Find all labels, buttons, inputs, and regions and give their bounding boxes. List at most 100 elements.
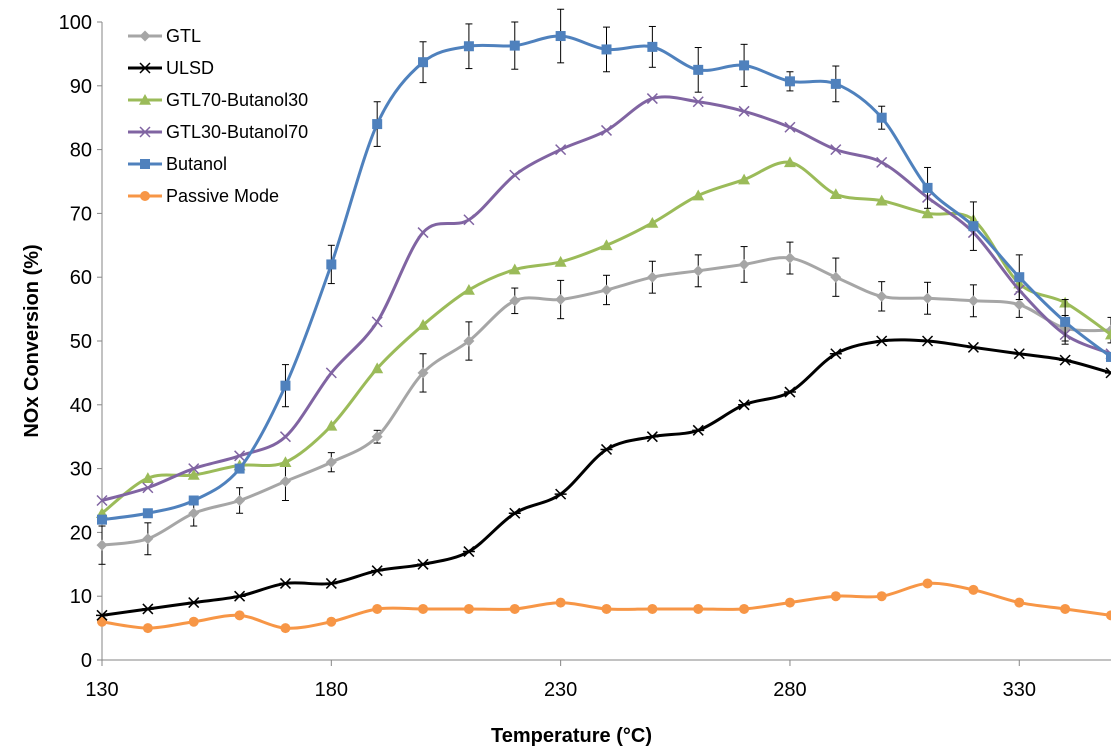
data-point <box>141 472 154 483</box>
y-tick-label: 50 <box>70 331 92 353</box>
data-point <box>876 290 888 302</box>
data-point <box>784 252 796 264</box>
series-passive-mode <box>97 578 1111 634</box>
data-point <box>508 507 521 519</box>
data-point <box>372 119 383 130</box>
data-point <box>601 44 612 55</box>
data-point <box>830 78 841 89</box>
data-point <box>922 182 933 193</box>
data-point <box>325 419 338 431</box>
data-point <box>509 295 521 307</box>
data-point <box>968 221 979 232</box>
data-point <box>279 475 291 487</box>
data-point <box>1014 597 1025 608</box>
data-point <box>463 214 475 226</box>
legend-label: GTL30-Butanol70 <box>166 122 308 142</box>
y-tick-label: 10 <box>70 586 92 608</box>
series-group <box>96 8 1111 634</box>
data-point <box>372 603 383 614</box>
legend-label: GTL70-Butanol30 <box>166 90 308 110</box>
data-point <box>418 603 429 614</box>
data-point <box>1014 272 1025 283</box>
data-point <box>784 76 795 87</box>
data-point <box>463 41 474 52</box>
data-point <box>187 468 200 480</box>
data-point <box>876 156 888 168</box>
axes: 0 10 20 30 40 50 60 70 80 90 100 130 180 230 280 330 <box>59 12 1111 701</box>
x-axis-title: Temperature (°C) <box>491 725 652 747</box>
series-gtl <box>96 241 1111 565</box>
series-line-ulsd <box>101 338 1111 617</box>
data-point <box>325 456 337 468</box>
data-point <box>783 156 796 168</box>
data-point <box>600 443 613 455</box>
data-point <box>233 590 246 602</box>
data-point <box>371 565 384 577</box>
data-point <box>875 194 888 206</box>
data-point <box>968 584 979 595</box>
legend-item-gtl70-butanol30: GTL70-Butanol30 <box>128 90 308 110</box>
data-point <box>601 284 612 296</box>
data-point <box>555 31 566 42</box>
y-tick-label: 40 <box>70 395 92 417</box>
data-point <box>371 431 383 443</box>
series-line-butanol <box>101 34 1111 522</box>
data-point <box>922 578 933 589</box>
data-point <box>187 597 200 609</box>
data-point <box>234 450 246 462</box>
data-point <box>417 367 429 379</box>
x-tick-label: 180 <box>315 679 348 701</box>
data-point <box>692 424 705 436</box>
legend-item-passive-mode: Passive Mode <box>128 186 279 206</box>
data-point <box>96 539 108 551</box>
legend-swatch-marker <box>139 30 151 42</box>
data-point <box>693 64 704 75</box>
y-tick-label: 0 <box>81 650 92 672</box>
data-point <box>921 207 934 219</box>
legend-item-butanol: Butanol <box>128 154 227 174</box>
data-point <box>96 494 108 507</box>
data-point <box>234 463 245 474</box>
data-point <box>1060 603 1071 614</box>
series-ulsd <box>96 335 1111 621</box>
data-point <box>509 40 520 51</box>
data-point <box>234 495 246 506</box>
data-point <box>325 577 338 589</box>
data-point <box>462 546 475 558</box>
y-tick-label: 30 <box>70 459 92 481</box>
data-point <box>738 399 751 411</box>
data-point <box>1106 351 1111 362</box>
data-point <box>1105 328 1111 340</box>
legend-swatch-marker <box>140 159 150 169</box>
data-point <box>830 144 842 156</box>
data-point <box>417 558 430 570</box>
data-point <box>830 591 841 602</box>
data-point <box>188 616 199 627</box>
data-point <box>646 216 659 228</box>
data-point <box>693 603 704 614</box>
data-point <box>555 144 567 156</box>
data-point <box>922 292 934 304</box>
series-gtl70-butanol30 <box>96 156 1111 519</box>
data-point <box>1013 299 1025 311</box>
legend-label: Passive Mode <box>166 186 279 206</box>
x-tick-label: 280 <box>773 679 806 701</box>
x-tick-label: 130 <box>85 679 118 701</box>
data-point <box>738 173 751 185</box>
legend-swatch-marker <box>139 62 151 74</box>
data-point <box>463 335 475 347</box>
data-point <box>463 603 474 614</box>
data-point <box>279 577 292 589</box>
data-point <box>647 41 658 52</box>
data-point <box>188 463 200 475</box>
legend-label: ULSD <box>166 58 214 78</box>
data-point <box>739 603 750 614</box>
data-point <box>646 431 659 443</box>
data-point <box>967 295 979 307</box>
y-tick-label: 80 <box>70 140 92 162</box>
data-point <box>508 263 521 275</box>
x-tick-label: 330 <box>1003 679 1036 701</box>
data-point <box>554 255 567 267</box>
data-point <box>142 623 153 634</box>
